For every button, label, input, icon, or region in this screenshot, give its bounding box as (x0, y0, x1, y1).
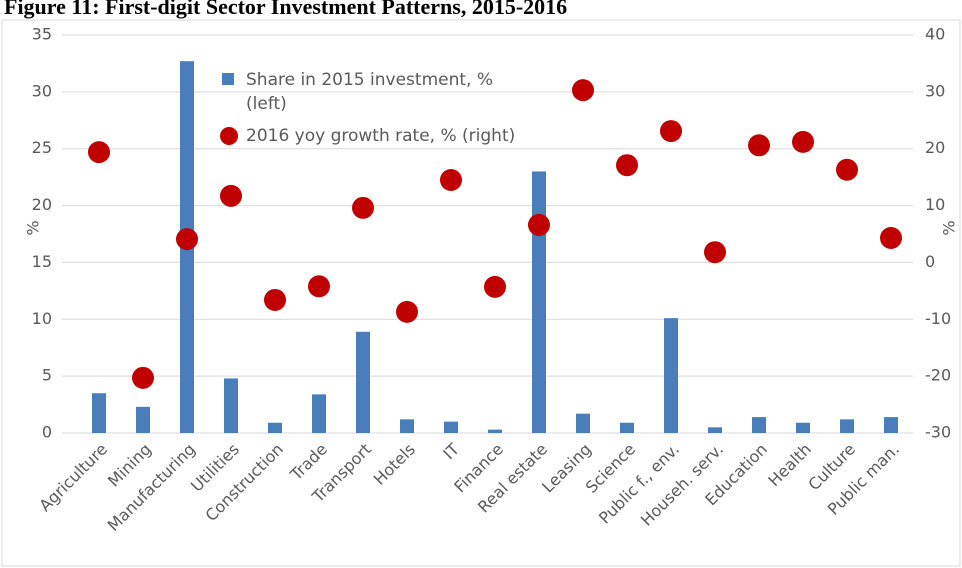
bar (400, 419, 414, 433)
bar (884, 417, 898, 433)
x-tick-label: Construction (202, 440, 287, 525)
y-tick-label: 30 (32, 81, 52, 100)
bar (664, 318, 678, 433)
y-tick-label: 5 (42, 366, 52, 385)
chart-frame (1, 19, 961, 567)
bar (796, 422, 810, 433)
y-tick-label: 10 (32, 309, 52, 328)
x-tick-label: IT (439, 439, 463, 463)
dot (748, 134, 770, 157)
dot (616, 154, 638, 177)
y-tick-label: 35 (32, 25, 52, 44)
bar (224, 378, 238, 433)
dot (220, 184, 242, 207)
y2-tick-label: 0 (925, 252, 935, 271)
x-tick-label: Hotels (370, 440, 419, 489)
y2-tick-label: 40 (925, 25, 945, 44)
bar (532, 171, 546, 433)
bar (312, 394, 326, 433)
dot (132, 366, 154, 389)
legend-swatch (220, 127, 238, 145)
bar (576, 413, 590, 433)
x-tick-label: Agriculture (35, 440, 111, 516)
y2-tick-label: -20 (925, 366, 951, 385)
bar (268, 422, 282, 433)
bar (840, 419, 854, 433)
y2-tick-label: 20 (925, 138, 945, 157)
dot (660, 120, 682, 143)
dot (308, 275, 330, 298)
y-tick-label: 25 (32, 138, 52, 157)
legend-label: Share in 2015 investment, % (left) (246, 70, 493, 114)
dot (440, 168, 462, 191)
dot (176, 228, 198, 251)
legend-label: 2016 yoy growth rate, % (right) (246, 126, 516, 146)
y2-axis-label: % (940, 220, 959, 235)
y2-tick-label: 10 (925, 195, 945, 214)
bar (752, 417, 766, 433)
bar (620, 422, 634, 433)
dot (352, 196, 374, 219)
legend-swatch (222, 73, 234, 85)
bar (488, 429, 502, 433)
y-tick-label: 15 (32, 252, 52, 271)
bar (92, 393, 106, 433)
chart-title: Figure 11: First-digit Sector Investment… (4, 0, 568, 19)
bar (136, 406, 150, 433)
y2-tick-label: -10 (925, 309, 951, 328)
y-tick-label: 0 (42, 423, 52, 442)
dot (484, 275, 506, 298)
y2-tick-label: 30 (925, 81, 945, 100)
y-axis-label: % (24, 220, 43, 235)
dot (836, 158, 858, 181)
bar (708, 427, 722, 433)
dot (572, 79, 594, 102)
bar (444, 421, 458, 433)
dot (88, 141, 110, 164)
dot (792, 130, 814, 153)
dot (396, 300, 418, 323)
y2-tick-label: -30 (925, 423, 951, 442)
dot (880, 226, 902, 249)
bar (356, 331, 370, 433)
dot (528, 213, 550, 236)
y-tick-label: 20 (32, 195, 52, 214)
dot (704, 241, 726, 264)
dot (264, 288, 286, 311)
